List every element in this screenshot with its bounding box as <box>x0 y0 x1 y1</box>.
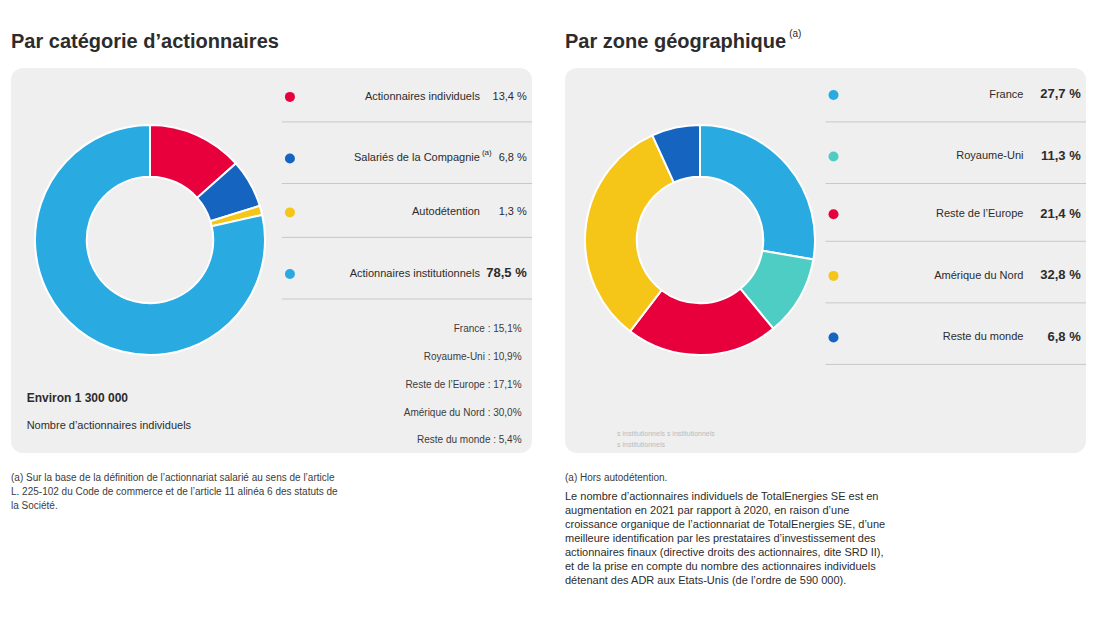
legend-swatch <box>285 269 295 279</box>
chart-root: Par catégorie d’actionnaires Actionnaires… <box>0 0 1098 621</box>
data-label: 78,5 % <box>486 265 527 280</box>
category-label: France <box>989 88 1023 100</box>
separator <box>826 183 1087 184</box>
sub-label: Amérique du Nord : 30,0% <box>404 407 522 418</box>
category-label: Actionnaires individuels <box>365 90 480 102</box>
donut-slice <box>35 125 265 355</box>
footnote: (a) Hors autodétention. <box>565 472 667 483</box>
legend-swatch <box>829 152 839 162</box>
watermark: s institutionnels s institutionnels <box>617 430 715 437</box>
data-label: 21,4 % <box>1040 206 1081 221</box>
donut-slice <box>652 125 700 182</box>
chart-panel: Par catégorie d’actionnaires Actionnaires… <box>11 30 532 511</box>
separator <box>282 121 532 122</box>
panel-background <box>565 68 1086 453</box>
sub-label: Reste de l’Europe : 17,1% <box>405 379 521 390</box>
separator <box>282 183 532 184</box>
category-label: Reste de l’Europe <box>936 207 1023 219</box>
chart-title: Par catégorie d’actionnaires <box>11 30 279 52</box>
footnote: augmentation en 2021 par rapport à 2020,… <box>565 504 849 516</box>
footnote: meilleure identification par les prestat… <box>565 532 876 544</box>
footnote: L. 225-102 du Code de commerce et de l’a… <box>11 486 338 497</box>
legend-swatch <box>829 90 839 100</box>
separator <box>826 302 1087 303</box>
data-label: 32,8 % <box>1040 267 1081 282</box>
category-label: Actionnaires institutionnels <box>350 267 481 279</box>
legend-swatch <box>285 207 295 217</box>
sub-label: Reste du monde : 5,4% <box>417 434 522 445</box>
legend-swatch <box>829 333 839 343</box>
donut <box>585 125 815 355</box>
superscript: (a) <box>482 148 492 157</box>
separator <box>826 241 1087 242</box>
category-label: Amérique du Nord <box>934 269 1023 281</box>
panel-background <box>11 68 532 453</box>
category-label: Royaume-Uni <box>956 149 1023 161</box>
separator <box>826 121 1087 122</box>
category-label: Reste du monde <box>943 330 1024 342</box>
category-label: Autodétention <box>412 205 480 217</box>
separator <box>282 299 532 300</box>
footnote: croissance organique de l’actionnariat d… <box>565 518 885 530</box>
data-label: 6,8 % <box>1048 329 1082 344</box>
legend-swatch <box>829 271 839 281</box>
chart-panel: Par zone géographique France 27,7 % Royaume… <box>565 28 1086 586</box>
note: Environ 1 300 000 <box>27 391 129 405</box>
chart-title: Par zone géographique <box>565 30 786 52</box>
footnote: actionnaires finaux (directive droits de… <box>565 546 884 558</box>
donut-slice <box>585 135 674 331</box>
donut-slice <box>700 125 815 259</box>
watermark: s institutionnels <box>617 441 665 448</box>
data-label: 6,8 % <box>499 151 527 163</box>
footnote: Le nombre d’actionnaires individuels de … <box>565 490 879 502</box>
note: Nombre d’actionnaires individuels <box>27 419 192 431</box>
data-label: 13,4 % <box>493 90 527 102</box>
data-label: 1,3 % <box>499 205 527 217</box>
data-label: 11,3 % <box>1041 148 1081 163</box>
sub-label: France : 15,1% <box>454 323 522 334</box>
superscript: (a) <box>789 28 801 39</box>
donut <box>35 125 265 355</box>
separator <box>826 364 1087 365</box>
legend-swatch <box>829 209 839 219</box>
footnote: détenant des ADR aux Etats-Unis (de l’or… <box>565 574 846 586</box>
footnote: la Société. <box>11 500 58 511</box>
legend-swatch <box>285 153 295 163</box>
category-label: Salariés de la Compagnie <box>354 151 480 163</box>
sub-label: Royaume-Uni : 10,9% <box>424 351 522 362</box>
legend-swatch <box>285 92 295 102</box>
footnote: et de la prise en compte du nombre des a… <box>565 560 876 572</box>
footnote: (a) Sur la base de la définition de l’ac… <box>11 472 335 483</box>
data-label: 27,7 % <box>1040 86 1081 101</box>
separator <box>282 237 532 238</box>
